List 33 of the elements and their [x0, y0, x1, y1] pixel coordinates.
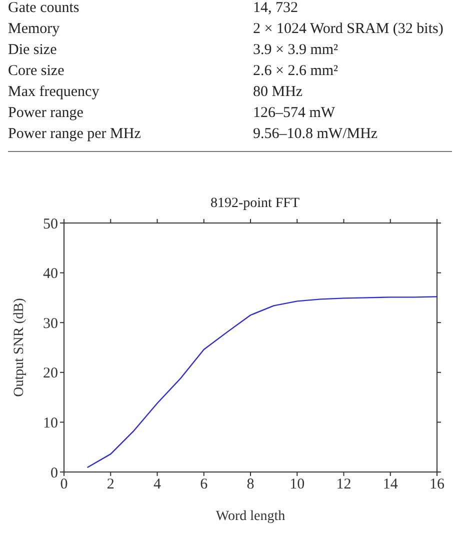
- line-series: [86, 296, 437, 468]
- text: 2 × 1024 Word SRAM (32 bits): [253, 20, 444, 39]
- text: 3.9 × 3.9 mm²: [253, 41, 338, 60]
- text: Memory: [8, 20, 61, 39]
- x-tick-label: 12: [336, 476, 352, 493]
- x-tick-label: 6: [200, 476, 208, 493]
- text: Power range: [8, 104, 84, 123]
- x-tick-label: 10: [290, 476, 305, 493]
- text: Power range per MHz: [8, 125, 142, 144]
- y-tick-label: 30: [43, 316, 58, 332]
- x-tick-label: 16: [430, 476, 445, 493]
- x-tick-label: 2: [106, 476, 114, 493]
- text: 126–574 mW: [253, 104, 336, 123]
- y-axis-title: Output SNR (dB): [12, 298, 27, 397]
- x-axis-title: Word length: [216, 509, 286, 524]
- text: 9.56–10.8 mW/MHz: [253, 125, 378, 144]
- x-tick-label: 8: [246, 476, 254, 493]
- text: Die size: [8, 41, 58, 60]
- x-tick-label: 0: [60, 476, 68, 493]
- text: 80 MHz: [253, 83, 303, 102]
- chart-title: 8192-point FFT: [209, 196, 301, 212]
- text: Max frequency: [8, 83, 100, 102]
- x-tick-label: 4: [154, 476, 162, 493]
- y-tick-label: 50: [43, 216, 58, 232]
- y-tick-label: 20: [43, 366, 58, 382]
- text: 2.6 × 2.6 mm²: [253, 62, 338, 81]
- text: Core size: [8, 62, 66, 81]
- text: 14, 732: [253, 0, 298, 18]
- y-tick-label: 0: [50, 465, 58, 482]
- text: Gate counts: [8, 0, 80, 18]
- y-tick-label: 40: [43, 266, 58, 282]
- y-tick-label: 10: [43, 416, 58, 432]
- x-tick-label: 14: [382, 476, 398, 493]
